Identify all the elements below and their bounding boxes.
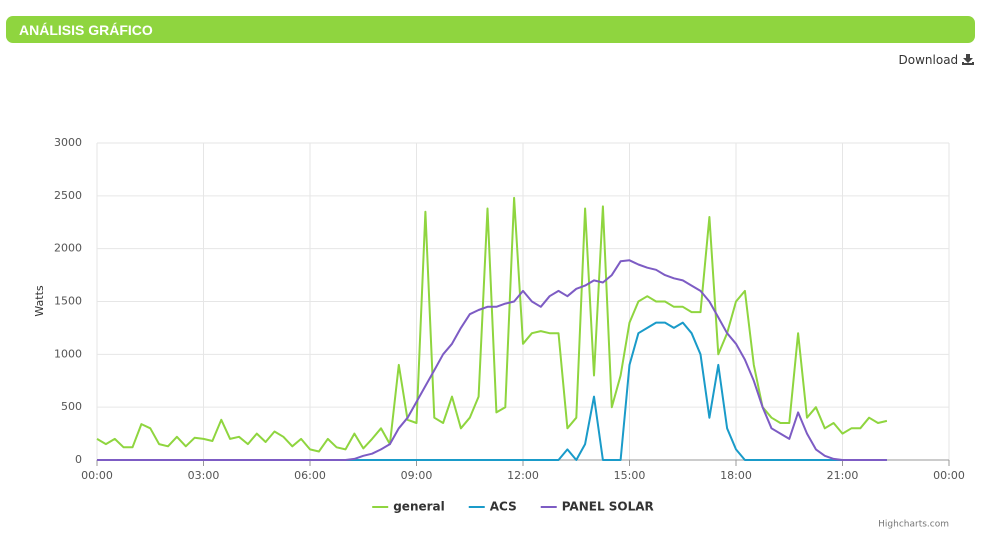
x-tick-label: 00:00 <box>81 469 113 482</box>
legend-label[interactable]: PANEL SOLAR <box>562 500 654 514</box>
y-tick-label: 1500 <box>54 295 82 308</box>
legend-label[interactable]: general <box>393 500 445 514</box>
legend: general ACS PANEL SOLAR <box>372 500 654 514</box>
section-title: ANÁLISIS GRÁFICO <box>19 22 153 38</box>
x-tick-label: 03:00 <box>188 469 220 482</box>
x-tick-label: 21:00 <box>827 469 859 482</box>
section-header: ANÁLISIS GRÁFICO <box>6 16 975 43</box>
y-tick-label: 2000 <box>54 242 82 255</box>
x-tick-label: 18:00 <box>720 469 752 482</box>
series-line <box>96 196 888 453</box>
y-tick-label: 0 <box>75 453 82 466</box>
x-tick-label: 09:00 <box>401 469 433 482</box>
download-label[interactable]: Download <box>898 53 959 67</box>
download-icon[interactable] <box>962 54 974 65</box>
x-tick-label: 15:00 <box>614 469 646 482</box>
x-tick-label: 12:00 <box>507 469 539 482</box>
x-tick-label: 06:00 <box>294 469 326 482</box>
y-axis-title: Watts <box>33 285 46 317</box>
download-button[interactable]: Download <box>899 53 974 67</box>
x-tick-label: 00:00 <box>933 469 965 482</box>
y-tick-label: 3000 <box>54 136 82 149</box>
y-tick-label: 1000 <box>54 347 82 360</box>
y-tick-label: 2500 <box>54 189 82 202</box>
y-tick-label: 500 <box>61 400 82 413</box>
legend-label[interactable]: ACS <box>490 500 517 514</box>
credits: Highcharts.com <box>878 520 949 530</box>
series-line <box>97 321 887 461</box>
series-line <box>97 259 887 461</box>
